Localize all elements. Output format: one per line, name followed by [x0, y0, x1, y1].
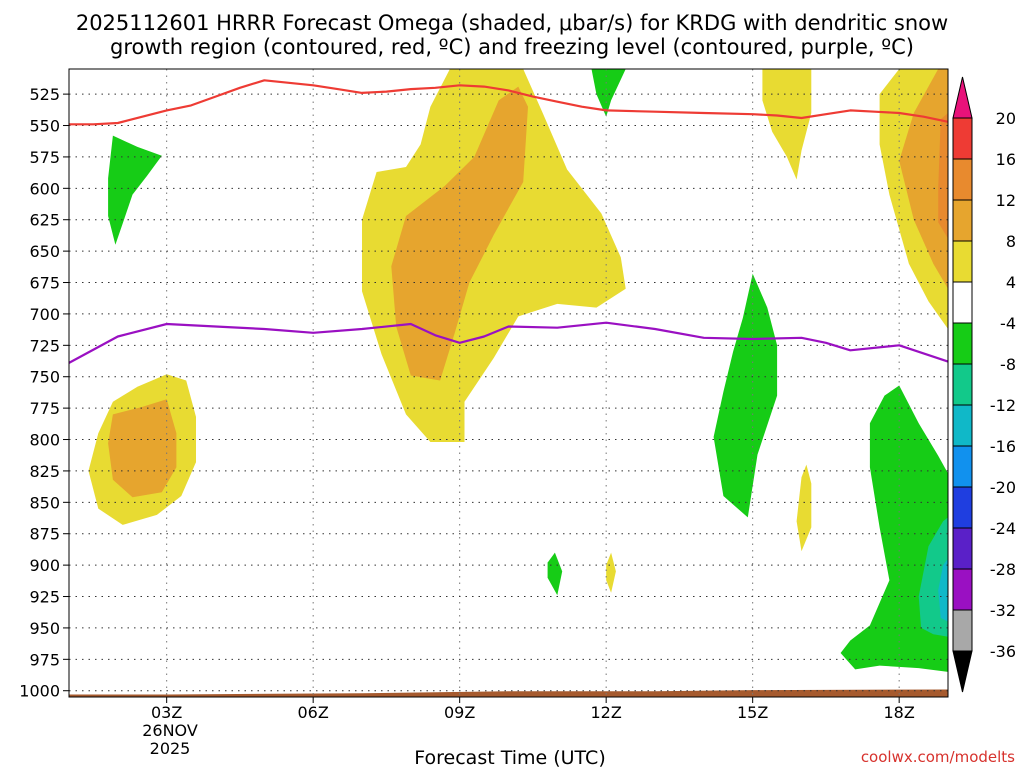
- colorbar-band--36--32: [952, 609, 973, 652]
- colorbar-label--16: -16: [990, 437, 1016, 456]
- colorbar-label--28: -28: [990, 560, 1016, 579]
- x-tick-label-06Z: 06Z: [298, 703, 329, 722]
- colorbar-band-4-8: [952, 240, 973, 283]
- credit-text: coolwx.com/modelts: [861, 748, 1015, 766]
- x-axis: 03Z 06Z 09Z 12Z 15Z 18Z: [151, 697, 915, 722]
- colorbar-band--16--12: [952, 404, 973, 447]
- colorbar-band--12--8: [952, 363, 973, 406]
- y-tick-label-850: 850: [29, 493, 60, 512]
- y-tick-label-700: 700: [29, 305, 60, 324]
- x-tick-label-03Z: 03Z: [151, 703, 182, 722]
- colorbar-band-8-12: [952, 199, 973, 242]
- colorbar-label--24: -24: [990, 519, 1016, 538]
- colorbar-band-12-16: [952, 158, 973, 201]
- y-tick-label-775: 775: [29, 399, 60, 418]
- y-tick-label-550: 550: [29, 117, 60, 136]
- omega-region-neg4_8-10: [591, 69, 626, 117]
- chart-title-line-1: 2025112601 HRRR Forecast Omega (shaded, …: [76, 11, 948, 35]
- y-tick-label-900: 900: [29, 556, 60, 575]
- y-tick-label-525: 525: [29, 85, 60, 104]
- ground-surface: [69, 689, 948, 697]
- colorbar-band--8--4: [952, 322, 973, 365]
- y-tick-label-875: 875: [29, 525, 60, 544]
- colorbar-band--4-4: [952, 281, 973, 324]
- y-tick-label-975: 975: [29, 650, 60, 669]
- y-tick-label-825: 825: [29, 462, 60, 481]
- colorbar-label-8: 8: [1006, 232, 1016, 251]
- y-tick-label-650: 650: [29, 242, 60, 261]
- omega-shading: [88, 69, 948, 672]
- y-tick-label-800: 800: [29, 431, 60, 450]
- x-tick-label-09Z: 09Z: [444, 703, 475, 722]
- y-tick-label-950: 950: [29, 619, 60, 638]
- colorbar-band-16-20: [952, 117, 973, 160]
- colorbar-top-arrow: [952, 76, 973, 119]
- y-tick-label-600: 600: [29, 179, 60, 198]
- colorbar-label-20: 20: [996, 109, 1016, 128]
- colorbar-label-12: 12: [996, 191, 1016, 210]
- omega-region-neg12_16-16: [938, 558, 948, 622]
- colorbar-band--28--24: [952, 527, 973, 570]
- y-tick-label-925: 925: [29, 588, 60, 607]
- freezing-level-line: [68, 321, 949, 364]
- colorbar-label--36: -36: [990, 642, 1016, 661]
- omega-region-pos12_16-7: [938, 113, 948, 239]
- colorbar-label-4: 4: [1006, 273, 1016, 292]
- y-tick-label-725: 725: [29, 336, 60, 355]
- colorbar-label--32: -32: [990, 601, 1016, 620]
- omega-region-neg4_8-12: [713, 273, 778, 518]
- omega-region-pos4_8-4: [762, 69, 812, 180]
- x-tick-label-12Z: 12Z: [591, 703, 622, 722]
- x-tick-label-18Z: 18Z: [884, 703, 915, 722]
- date-label-day: 26NOV: [142, 721, 198, 740]
- omega-region-pos8_12-1: [391, 86, 528, 381]
- y-axis: 525 550 575 600 625 650 675 700 725 750 775 800 825 8…: [19, 85, 69, 701]
- gridlines: [69, 69, 948, 697]
- colorbar-band--24--20: [952, 486, 973, 529]
- x-axis-label: Forecast Time (UTC): [414, 747, 605, 768]
- omega-region-pos4_8-9: [606, 552, 616, 593]
- y-tick-label-675: 675: [29, 274, 60, 293]
- omega-region-pos8_12-6: [899, 69, 948, 289]
- colorbar-bottom-arrow: [952, 650, 973, 693]
- y-tick-label-625: 625: [29, 211, 60, 230]
- colorbar: 20 16 12 8 4 -4 -8 -12 -16 -20 -24 -28 -32 -36: [952, 76, 1016, 693]
- omega-region-neg4_8-13: [547, 552, 563, 596]
- y-tick-label-575: 575: [29, 148, 60, 167]
- date-label-year: 2025: [150, 739, 191, 758]
- colorbar-band--32--28: [952, 568, 973, 611]
- y-tick-label-1000: 1000: [19, 682, 60, 701]
- omega-region-pos4_8-8: [796, 464, 812, 552]
- colorbar-label-16: 16: [996, 150, 1016, 169]
- colorbar-label--12: -12: [990, 396, 1016, 415]
- colorbar-label--8: -8: [1000, 355, 1016, 374]
- plot-frame: [68, 68, 949, 698]
- dendritic-growth-line: [69, 79, 949, 126]
- contour-lines: [68, 79, 949, 364]
- colorbar-band--20--16: [952, 445, 973, 488]
- omega-region-pos8_12-3: [108, 399, 177, 498]
- ground-fill: [69, 689, 948, 697]
- y-tick-label-750: 750: [29, 368, 60, 387]
- chart-title-line-2: growth region (contoured, red, ºC) and f…: [110, 35, 914, 59]
- omega-region-neg4_8-11: [108, 135, 162, 245]
- colorbar-label--4: -4: [1000, 314, 1016, 333]
- x-tick-label-15Z: 15Z: [737, 703, 768, 722]
- colorbar-label--20: -20: [990, 478, 1016, 497]
